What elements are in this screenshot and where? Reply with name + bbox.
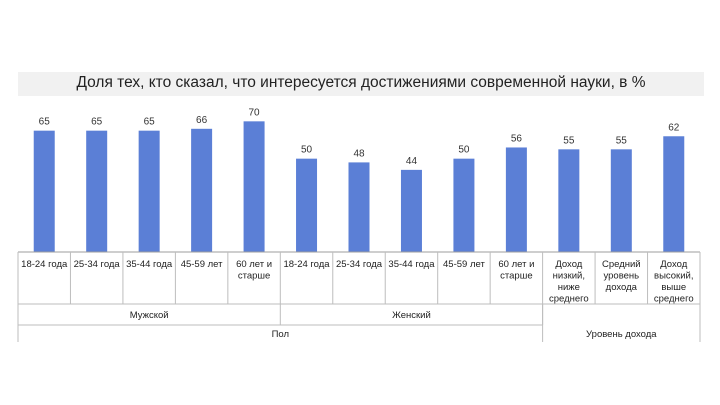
bar-value-label: 62 [668,122,680,133]
category-label: Средний уровень дохода [602,259,641,293]
chart-title: Доля тех, кто сказал, что интересуется д… [76,74,646,91]
category-label: 60 лет и старше [498,259,534,282]
category-label: 25-34 года [74,259,121,270]
bar-value-label: 65 [39,117,51,128]
bar [138,130,160,252]
group-label: Мужской [130,310,169,321]
category-label: 35-44 года [126,259,173,270]
category-label: 60 лет и старше [236,259,272,282]
bar [33,130,55,252]
bar [610,149,632,252]
bar [505,147,527,252]
category-label: 18-24 года [283,259,330,270]
category-label: 45-59 лет [181,259,223,270]
group-label: Женский [392,310,431,321]
bar [86,130,108,252]
bar-value-label: 56 [511,133,523,144]
bar [191,128,213,252]
bar-value-label: 65 [144,117,156,128]
bar [296,158,318,252]
category-label: 18-24 года [21,259,68,270]
bar-value-label: 55 [616,135,628,146]
category-label: Доход низкий, ниже среднего [549,259,589,305]
bar-value-label: 65 [91,117,103,128]
bar [663,136,685,252]
group-label: Уровень дохода [586,329,657,340]
bar [558,149,580,252]
bar [243,121,265,252]
bar-value-label: 50 [458,145,470,156]
category-label: 45-59 лет [443,259,485,270]
bar-value-label: 55 [563,135,575,146]
group-label: Пол [272,329,289,340]
bar-value-label: 44 [406,156,418,167]
bar [453,158,475,252]
bar-value-label: 66 [196,115,208,126]
bar [400,169,422,252]
bar [348,162,370,252]
bar-value-label: 70 [249,107,261,118]
category-label: 35-44 года [388,259,435,270]
bar-value-label: 50 [301,145,313,156]
category-label: Доход высокий, выше среднего [654,259,694,305]
category-label: 25-34 года [336,259,383,270]
bar-value-label: 48 [353,148,365,159]
title-band [18,72,704,96]
